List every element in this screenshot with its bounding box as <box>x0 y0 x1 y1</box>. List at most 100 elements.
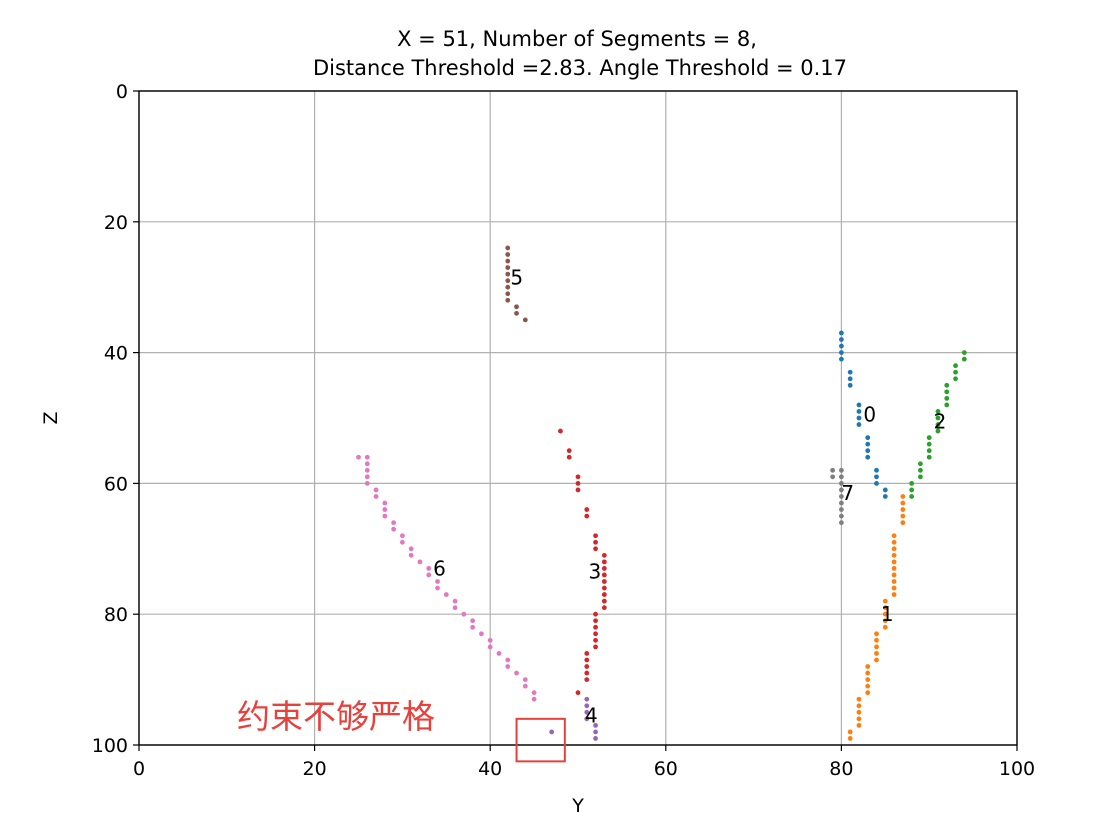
data-point <box>373 487 379 493</box>
data-point <box>452 605 458 611</box>
y-tick-label: 80 <box>104 604 128 626</box>
data-point <box>839 474 844 480</box>
data-point <box>514 304 519 310</box>
data-point <box>391 520 397 526</box>
data-point <box>470 618 476 624</box>
data-point <box>584 716 590 722</box>
segment-label-1: 1 <box>881 602 894 626</box>
data-point <box>601 598 607 604</box>
data-point <box>926 448 932 454</box>
data-point <box>408 552 414 558</box>
data-point <box>584 657 590 663</box>
data-point <box>400 539 405 545</box>
data-point <box>839 356 844 362</box>
data-point <box>584 651 590 656</box>
data-point <box>514 310 519 316</box>
segment-1-points <box>847 494 906 741</box>
data-point <box>584 696 590 702</box>
x-tick-label: 40 <box>478 758 502 780</box>
data-point <box>882 618 888 624</box>
data-point <box>601 605 607 611</box>
data-point <box>839 500 844 506</box>
segment-label-4: 4 <box>585 704 598 728</box>
data-point <box>593 644 598 650</box>
data-point <box>856 709 862 715</box>
data-point <box>839 350 844 355</box>
data-point <box>926 441 932 447</box>
data-point <box>601 572 607 578</box>
x-tick-label: 80 <box>829 758 853 780</box>
segment-label-6: 6 <box>433 556 446 580</box>
data-point <box>874 467 879 473</box>
data-point <box>514 670 519 676</box>
data-point <box>891 552 897 558</box>
segment-label-7: 7 <box>841 481 854 505</box>
y-tick-label: 40 <box>104 343 128 365</box>
data-point <box>944 389 950 395</box>
data-point <box>382 513 388 519</box>
segment-5-points <box>505 245 528 323</box>
data-point <box>865 690 871 696</box>
data-point <box>874 657 879 663</box>
data-point <box>593 722 598 728</box>
y-axis-label: Z <box>40 411 62 424</box>
segment-6-points <box>356 454 537 702</box>
data-point <box>593 736 598 741</box>
plot-area-frame <box>138 90 1018 746</box>
data-point <box>364 481 370 486</box>
data-point <box>856 696 862 702</box>
data-point <box>364 461 370 467</box>
data-point <box>865 435 871 441</box>
data-point <box>839 494 844 499</box>
data-point <box>839 343 844 349</box>
data-point <box>856 722 862 728</box>
data-point <box>856 402 862 408</box>
x-axis-label: Y <box>571 795 584 817</box>
data-point <box>558 428 563 434</box>
data-point <box>961 356 967 362</box>
segment-7-points <box>830 467 844 526</box>
data-point <box>900 513 906 519</box>
data-point <box>584 670 590 676</box>
data-point <box>953 376 958 382</box>
data-point <box>584 507 590 512</box>
data-point <box>593 729 598 735</box>
data-point <box>593 637 598 643</box>
data-point <box>953 369 958 375</box>
data-point <box>391 526 397 532</box>
data-point <box>891 592 897 597</box>
data-point <box>505 291 511 297</box>
y-tick-label: 60 <box>104 473 128 495</box>
data-point <box>505 278 511 284</box>
data-point <box>830 474 836 480</box>
data-point <box>364 474 370 480</box>
data-point <box>874 481 879 486</box>
data-point <box>531 696 537 702</box>
data-point <box>505 284 511 290</box>
data-point <box>891 572 897 578</box>
data-point <box>601 552 607 558</box>
segment-label-5: 5 <box>510 265 523 289</box>
data-point <box>874 631 879 637</box>
data-point <box>549 729 555 735</box>
data-point <box>601 579 607 584</box>
data-point <box>566 448 572 454</box>
data-point <box>847 376 853 382</box>
data-point <box>891 533 897 539</box>
chart-title-line1: X = 51, Number of Segments = 8, <box>397 27 757 51</box>
data-point <box>575 690 581 696</box>
data-point <box>461 611 467 617</box>
data-point <box>891 585 897 591</box>
data-point <box>961 350 967 355</box>
data-point <box>839 520 844 526</box>
data-point <box>435 585 440 591</box>
data-point <box>935 409 941 414</box>
data-point <box>865 441 871 447</box>
data-point <box>874 651 879 656</box>
segment-label-2: 2 <box>934 409 947 433</box>
data-point <box>522 683 528 689</box>
data-point <box>856 409 862 414</box>
data-point <box>373 494 379 499</box>
